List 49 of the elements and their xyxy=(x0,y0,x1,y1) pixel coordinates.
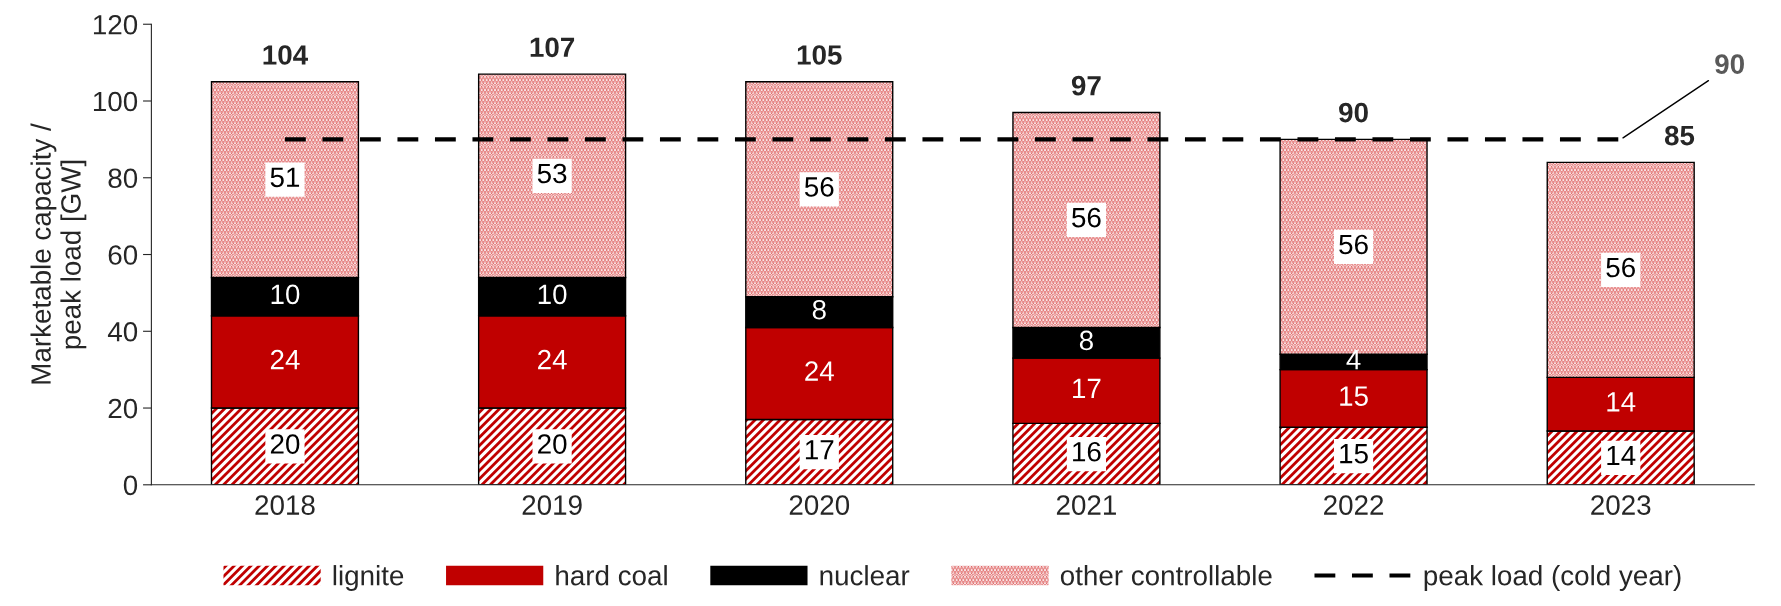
legend-label: peak load (cold year) xyxy=(1424,565,1681,591)
data-label: 56 xyxy=(804,177,834,197)
y-axis-title: Marketable capacity / peak load [GW] xyxy=(30,123,87,384)
y-tick-label: 0 xyxy=(123,475,138,496)
data-label: 17 xyxy=(1073,378,1101,398)
total-label: 85 xyxy=(1664,125,1695,146)
data-label: 14 xyxy=(1607,392,1636,412)
data-label: 14 xyxy=(1607,446,1636,466)
total-label: 90 xyxy=(1339,102,1368,123)
data-label: 56 xyxy=(1072,207,1101,228)
x-tick-label: 2020 xyxy=(789,495,850,515)
data-label: 4 xyxy=(1346,350,1361,370)
y-tick-label: 60 xyxy=(108,245,138,265)
x-tick-label: 2019 xyxy=(522,495,582,515)
total-label: 105 xyxy=(797,45,842,65)
data-label: 10 xyxy=(538,284,567,305)
data-label: 10 xyxy=(271,284,300,305)
legend-label: other controllable xyxy=(1060,565,1272,586)
legend-label: nuclear xyxy=(820,565,910,586)
data-label: 20 xyxy=(270,434,300,454)
x-tick-label: 2021 xyxy=(1056,495,1116,515)
data-label: 20 xyxy=(538,434,567,454)
x-tick-label: 2018 xyxy=(255,495,315,515)
total-label: 97 xyxy=(1071,75,1101,96)
data-label: 16 xyxy=(1073,441,1101,462)
data-label: 15 xyxy=(1340,386,1368,406)
data-label: 24 xyxy=(805,361,834,381)
data-label: 15 xyxy=(1340,444,1368,464)
data-label: 56 xyxy=(1606,257,1635,278)
total-label: 104 xyxy=(263,45,308,65)
data-label: 8 xyxy=(812,299,826,320)
data-label: 17 xyxy=(805,440,834,460)
y-tick-label: 120 xyxy=(93,14,138,35)
y-tick-label: 20 xyxy=(108,398,138,419)
legend-label: hard coal xyxy=(556,565,667,586)
data-label: 51 xyxy=(270,167,300,188)
legend-label: lignite xyxy=(333,565,404,591)
annotation: 90 xyxy=(1715,54,1744,74)
y-tick-label: 100 xyxy=(93,91,138,112)
data-label: 8 xyxy=(1079,330,1093,351)
x-tick-label: 2023 xyxy=(1591,495,1651,515)
y-tick-label: 40 xyxy=(107,321,138,342)
y-tick-label: 80 xyxy=(108,168,138,189)
data-label: 53 xyxy=(537,163,567,184)
data-label: 24 xyxy=(270,349,300,370)
data-label: 24 xyxy=(538,349,567,370)
x-tick-label: 2022 xyxy=(1324,495,1384,515)
data-label: 56 xyxy=(1339,234,1368,255)
total-label: 107 xyxy=(530,37,575,58)
